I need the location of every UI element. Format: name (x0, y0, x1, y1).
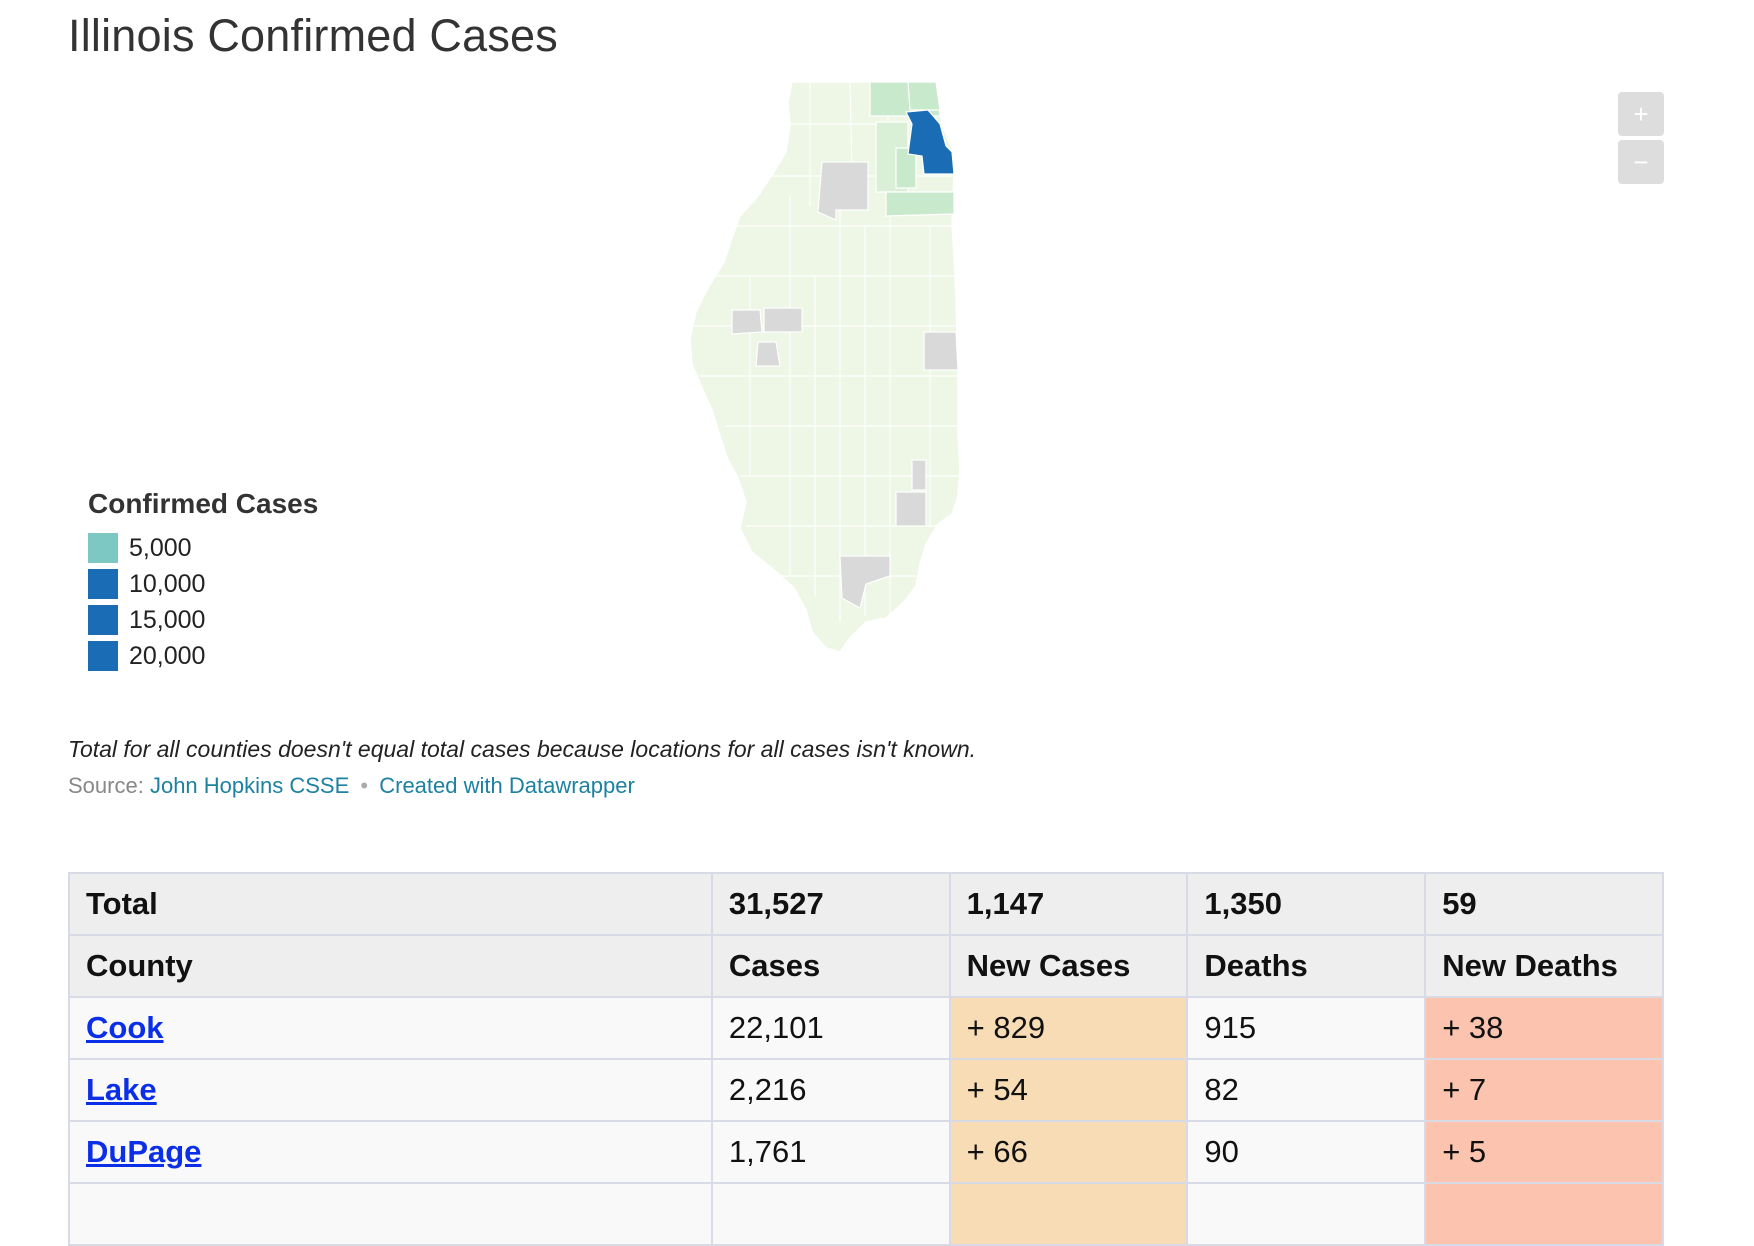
map-note: Total for all counties doesn't equal tot… (68, 736, 977, 762)
header-new-deaths[interactable]: New Deaths (1424, 934, 1664, 998)
page-title: Illinois Confirmed Cases (68, 10, 558, 61)
legend-item: 20,000 (88, 638, 318, 674)
cases-cell: 2,216 (710, 1058, 951, 1122)
source-prefix: Source: (68, 773, 144, 798)
zoom-out-button[interactable]: − (1618, 140, 1664, 184)
deaths-cell: 82 (1186, 1058, 1427, 1122)
table-header-row: County Cases New Cases Deaths New Deaths (68, 934, 1664, 998)
new-cases-cell: + 66 (948, 1120, 1189, 1184)
county-link[interactable]: Cook (86, 1010, 164, 1045)
county-cell: Lake (68, 1058, 713, 1122)
deaths-cell (1186, 1182, 1427, 1246)
cases-cell: 1,761 (710, 1120, 951, 1184)
county-nodata-6 (911, 459, 927, 491)
new-cases-cell: + 54 (948, 1058, 1189, 1122)
new-deaths-cell (1424, 1182, 1664, 1246)
source-link-jhu[interactable]: John Hopkins CSSE (149, 773, 350, 798)
county-nodata-1 (817, 161, 869, 221)
new-cases-cell (948, 1182, 1189, 1246)
zoom-in-button[interactable]: + (1618, 92, 1664, 136)
county-cell (68, 1182, 713, 1246)
table-row: DuPage 1,761 + 66 90 + 5 (68, 1120, 1664, 1184)
county-nodata-4 (755, 341, 781, 367)
table-total-row: Total 31,527 1,147 1,350 59 (68, 872, 1664, 936)
total-new-deaths: 59 (1424, 872, 1664, 936)
table-row: Cook 22,101 + 829 915 + 38 (68, 996, 1664, 1060)
county-link[interactable]: DuPage (86, 1134, 202, 1169)
legend-label: 5,000 (129, 533, 192, 562)
county-borders (694, 81, 958, 622)
county-lake-north (907, 81, 941, 111)
county-nodata-2 (731, 309, 763, 335)
county-link[interactable]: Lake (86, 1072, 157, 1107)
map-legend: Confirmed Cases 5,000 10,000 15,000 20,0… (88, 488, 318, 674)
legend-item: 5,000 (88, 530, 318, 566)
new-deaths-cell: + 7 (1424, 1058, 1664, 1122)
new-cases-cell: + 829 (948, 996, 1189, 1060)
legend-swatch (88, 533, 118, 563)
deaths-cell: 915 (1186, 996, 1427, 1060)
header-county[interactable]: County (68, 934, 713, 998)
deaths-cell: 90 (1186, 1120, 1427, 1184)
legend-label: 20,000 (129, 641, 206, 670)
cases-cell (710, 1182, 951, 1246)
legend-swatch (88, 605, 118, 635)
header-cases[interactable]: Cases (710, 934, 951, 998)
source-separator: • (360, 773, 369, 798)
county-will (885, 191, 955, 217)
cases-cell: 22,101 (710, 996, 951, 1060)
total-new-cases: 1,147 (948, 872, 1189, 936)
legend-swatch (88, 569, 118, 599)
header-deaths[interactable]: Deaths (1186, 934, 1427, 998)
new-deaths-cell: + 5 (1424, 1120, 1664, 1184)
total-deaths: 1,350 (1186, 872, 1427, 936)
county-nodata-7 (895, 491, 927, 527)
county-cell: Cook (68, 996, 713, 1060)
source-line: Source: John Hopkins CSSE • Created with… (68, 773, 635, 799)
legend-item: 10,000 (88, 566, 318, 602)
new-deaths-cell: + 38 (1424, 996, 1664, 1060)
total-label: Total (68, 872, 713, 936)
total-cases: 31,527 (710, 872, 951, 936)
cases-table: Total 31,527 1,147 1,350 59 County Cases… (68, 872, 1664, 1246)
legend-title: Confirmed Cases (88, 488, 319, 519)
table-row: Lake 2,216 + 54 82 + 7 (68, 1058, 1664, 1122)
legend-swatch (88, 641, 118, 671)
county-nodata-8 (839, 555, 891, 609)
legend-label: 15,000 (129, 605, 206, 634)
legend-label: 10,000 (129, 569, 206, 598)
header-new-cases[interactable]: New Cases (948, 934, 1189, 998)
illinois-map[interactable] (690, 76, 1060, 706)
county-nodata-3 (763, 307, 803, 333)
table-row (68, 1182, 1664, 1246)
source-link-datawrapper[interactable]: Created with Datawrapper (379, 773, 635, 798)
legend-item: 15,000 (88, 602, 318, 638)
choropleth-map: + − (0, 76, 1754, 696)
county-cell: DuPage (68, 1120, 713, 1184)
county-nodata-5 (923, 331, 959, 371)
county-cook[interactable] (905, 109, 955, 175)
